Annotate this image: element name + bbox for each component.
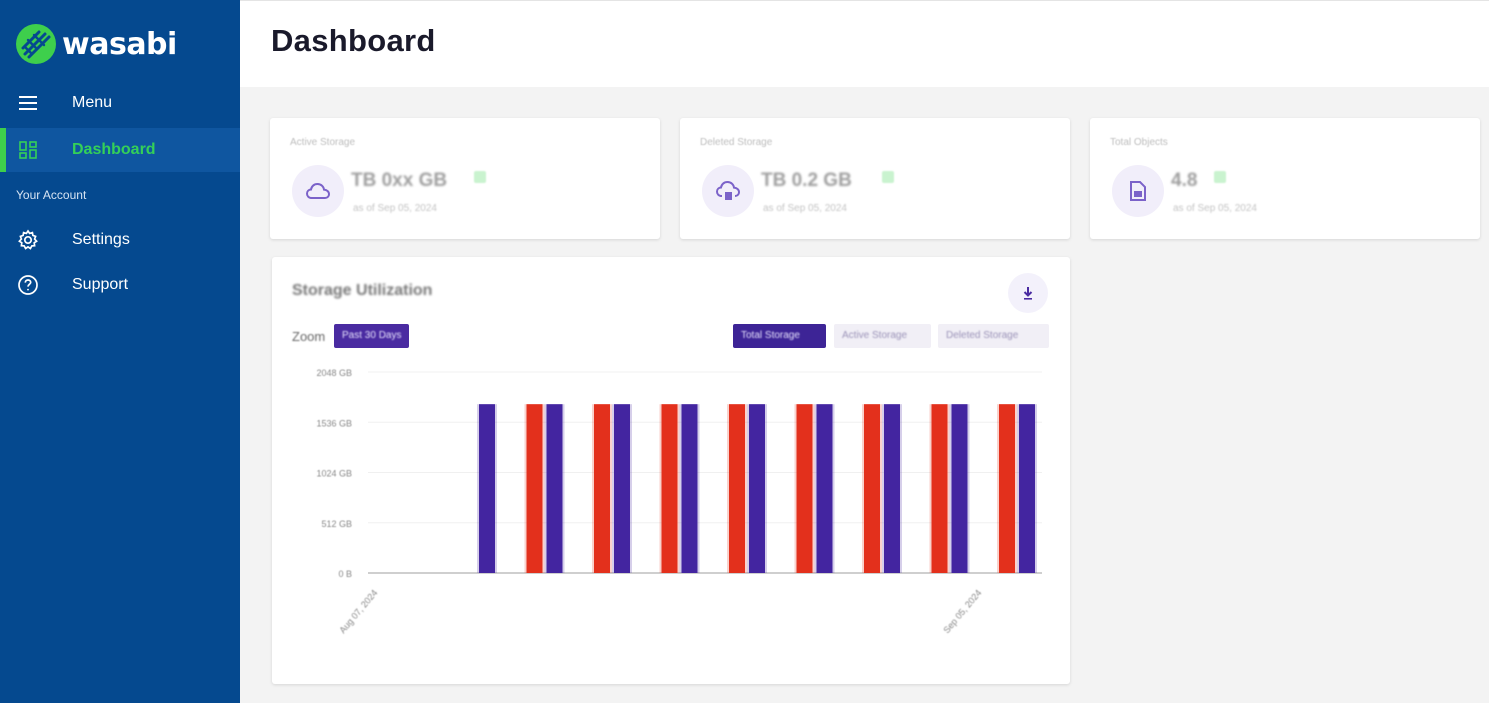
trend-up-icon <box>1214 171 1226 183</box>
bar <box>1019 404 1035 573</box>
storage-utilization-card: Storage Utilization Zoom Past 30 Days To… <box>272 257 1070 684</box>
dashboard-grid-icon <box>16 138 40 162</box>
toggle-label: Active Storage <box>842 330 908 341</box>
hamburger-icon <box>16 91 40 115</box>
sidebar-item-label: Menu <box>72 94 113 111</box>
chart-title: Storage Utilization <box>292 282 433 299</box>
zoom-label: Zoom <box>292 329 326 344</box>
x-tick-label: Sep 05, 2024 <box>941 588 983 635</box>
bar <box>816 404 833 573</box>
sidebar-item-menu[interactable]: Menu <box>0 81 240 125</box>
bar <box>546 404 563 573</box>
bar <box>796 404 813 573</box>
zoom-range-label: Past 30 Days <box>342 330 402 341</box>
sidebar: wasabi Menu Dashboard Your Account Setti… <box>0 0 240 703</box>
storage-bar-chart: 0 B 512 GB 1024 GB 1536 GB 2048 GB Aug 07, 20… <box>316 368 1042 635</box>
bar <box>681 404 698 573</box>
sidebar-item-label: Dashboard <box>72 141 156 158</box>
stat-value: 4.8 <box>1171 170 1198 191</box>
bar <box>729 404 745 573</box>
stat-date: as of Sep 05, 2024 <box>763 203 847 214</box>
toggle-label: Total Storage <box>741 330 800 341</box>
download-button[interactable] <box>1008 273 1048 313</box>
trend-up-icon <box>882 171 894 183</box>
cloud-delete-icon <box>702 165 754 217</box>
brand-logo[interactable]: wasabi <box>15 23 177 65</box>
y-tick-label: 0 B <box>338 569 352 579</box>
bar <box>479 404 495 573</box>
sidebar-item-settings[interactable]: Settings <box>0 218 240 262</box>
gear-icon <box>16 228 40 252</box>
bar <box>526 404 543 573</box>
bar <box>749 404 765 573</box>
stat-card-deleted-storage: Deleted Storage TB 0.2 GB as of Sep 05, … <box>680 118 1070 239</box>
stat-label: Active Storage <box>290 137 356 148</box>
toggle-label: Deleted Storage <box>946 330 1019 341</box>
brand-name: wasabi <box>62 26 177 62</box>
sidebar-item-label: Support <box>72 276 129 293</box>
bar <box>614 404 630 573</box>
page-header: Dashboard <box>240 0 1489 87</box>
object-icon <box>1112 165 1164 217</box>
stat-label: Total Objects <box>1110 137 1168 148</box>
bar <box>999 404 1015 573</box>
x-tick-label: Aug 07, 2024 <box>337 588 379 635</box>
stat-card-active-storage: Active Storage TB 0xx GB as of Sep 05, 2… <box>270 118 660 239</box>
sidebar-section-heading: Your Account <box>16 188 87 202</box>
sidebar-item-label: Settings <box>72 231 130 248</box>
toggle-active-storage[interactable]: Active Storage <box>834 324 931 348</box>
bar <box>931 404 948 573</box>
bar <box>661 404 678 573</box>
cloud-icon <box>292 165 344 217</box>
stat-card-total-objects: Total Objects 4.8 as of Sep 05, 2024 <box>1090 118 1480 239</box>
stat-date: as of Sep 05, 2024 <box>1173 203 1257 214</box>
stat-value: TB 0.2 GB <box>761 170 852 191</box>
bar <box>951 404 968 573</box>
bar <box>594 404 610 573</box>
stat-label: Deleted Storage <box>700 137 773 148</box>
stat-value: TB 0xx GB <box>351 170 448 191</box>
help-circle-icon <box>16 273 40 297</box>
sidebar-item-dashboard[interactable]: Dashboard <box>0 128 240 172</box>
page-title: Dashboard <box>271 23 436 58</box>
y-tick-label: 1024 GB <box>316 469 352 479</box>
sidebar-item-support[interactable]: Support <box>0 263 240 307</box>
toggle-deleted-storage[interactable]: Deleted Storage <box>938 324 1049 348</box>
toggle-total-storage[interactable]: Total Storage <box>733 324 826 348</box>
zoom-range-button[interactable]: Past 30 Days <box>334 324 410 348</box>
trend-up-icon <box>474 171 486 183</box>
wasabi-logo-icon <box>16 24 56 64</box>
y-tick-label: 2048 GB <box>316 368 352 378</box>
bar <box>864 404 880 573</box>
download-icon <box>1023 287 1033 300</box>
y-tick-label: 512 GB <box>321 519 352 529</box>
y-tick-label: 1536 GB <box>316 418 352 428</box>
stat-date: as of Sep 05, 2024 <box>353 203 437 214</box>
bar <box>884 404 900 573</box>
